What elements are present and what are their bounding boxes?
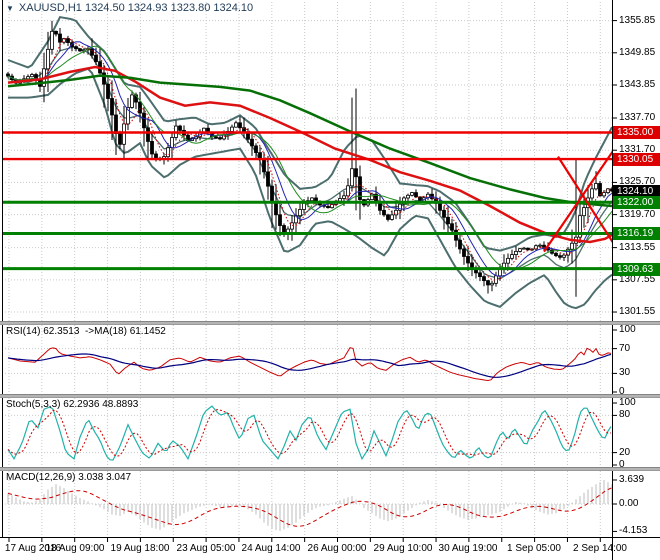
price-level-badge: 1330.05 [613, 153, 660, 167]
price-scale-label: 1319.70 [619, 208, 656, 220]
price-scale[interactable]: 1355.85 1349.85 1343.85 1337.70 1331.70 1325.… [613, 0, 660, 560]
macd-scale-label: 0.00 [619, 498, 639, 509]
macd-scale-label: -4.153 [619, 525, 648, 537]
time-axis-label: 2 Sep 14:00 [573, 543, 627, 554]
rsi-scale-label: 30 [619, 367, 631, 379]
price-level-badge: 1322.00 [613, 196, 660, 210]
time-axis-label: 17 Aug 2016 [4, 543, 62, 554]
macd-name: MACD(12,26,9) [6, 472, 76, 483]
macd-scale-label: 3.639 [619, 473, 645, 485]
time-axis-label: 18 Aug 09:00 [45, 543, 105, 554]
price-scale-label: 1313.55 [619, 241, 656, 253]
time-axis-label: 30 Aug 19:00 [438, 543, 498, 554]
price-level-badge: 1309.63 [613, 262, 660, 276]
panel-splitter[interactable] [0, 394, 660, 398]
rsi-scale-label: 100 [619, 324, 636, 335]
price-scale-label: 1349.85 [619, 46, 656, 58]
price-level-badge: 1324.10 [613, 184, 660, 198]
panel-splitter[interactable] [0, 321, 660, 325]
stoch-indicator-label: Stoch(5,3,3) 62.2936 48.8893 [6, 399, 138, 410]
stoch-scale-label: 0 [619, 459, 625, 470]
stoch-name: Stoch(5,3,3) [6, 399, 61, 410]
rsi-indicator-label: RSI(14) 62.3513 ->MA(18) 61.1452 [6, 326, 166, 337]
stoch-main-value: 62.2936 [63, 399, 100, 410]
stoch-signal-value: 48.8893 [102, 399, 139, 410]
price-level-badge: 1316.19 [613, 227, 660, 241]
symbol-dropdown-icon[interactable]: ▼ [6, 4, 14, 13]
time-axis-label: 24 Aug 14:00 [241, 543, 301, 554]
stoch-scale-label: 20 [619, 446, 631, 458]
macd-signal-value: 3.047 [106, 472, 132, 483]
chart-title: ▼ XAUUSD,H1 1324.50 1324.93 1323.80 1324.… [6, 2, 253, 14]
rsi-value: 62.3513 [43, 326, 80, 337]
main-price-chart-panel[interactable] [0, 0, 613, 321]
price-scale-label: 1325.70 [619, 176, 656, 188]
price-scale-label: 1343.85 [619, 79, 656, 90]
chart-ohlc-values: 1324.50 1324.93 1323.80 1324.10 [84, 2, 254, 14]
time-scale[interactable]: 17 Aug 2016 18 Aug 09:00 19 Aug 18:00 23 Au… [0, 543, 627, 560]
panel-splitter[interactable] [0, 467, 660, 471]
macd-main-value: 3.038 [78, 472, 104, 483]
rsi-ma-name: ->MA(18) [84, 326, 127, 337]
time-axis-label: 26 Aug 00:00 [307, 543, 367, 554]
price-scale-label: 1355.85 [619, 14, 656, 26]
macd-indicator-label: MACD(12,26,9) 3.038 3.047 [6, 472, 131, 483]
rsi-scale-label: 0 [619, 386, 625, 397]
price-scale-label: 1331.70 [619, 144, 656, 156]
rsi-ma-value: 61.1452 [129, 326, 166, 337]
rsi-name: RSI(14) [6, 326, 41, 337]
stoch-scale-label: 100 [619, 397, 636, 408]
time-axis-label: 1 Sep 05:00 [507, 543, 561, 554]
chart-symbol-period: XAUUSD,H1 [18, 2, 82, 14]
stoch-scale-label: 80 [619, 409, 631, 421]
time-axis-label: 19 Aug 18:00 [110, 543, 170, 554]
price-scale-label: 1307.55 [619, 273, 656, 285]
price-scale-label: 1337.70 [619, 112, 656, 123]
time-axis-label: 29 Aug 10:00 [373, 543, 433, 554]
rsi-scale-label: 70 [619, 342, 631, 354]
price-level-badge: 1335.00 [613, 126, 660, 140]
price-scale-label: 1301.55 [619, 306, 656, 318]
time-axis-label: 23 Aug 05:00 [176, 543, 236, 554]
